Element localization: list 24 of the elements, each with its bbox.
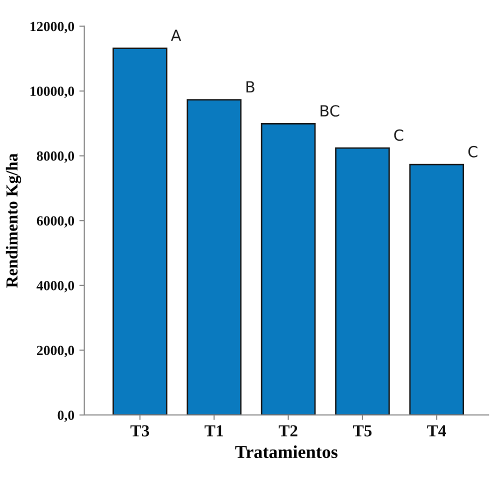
y-tick-label: 0,0	[58, 410, 74, 422]
y-tick-label: 8000,0	[36, 151, 74, 163]
x-axis-title: Tratamientos	[235, 445, 338, 458]
annotation: C	[468, 146, 478, 158]
bar	[112, 48, 168, 415]
x-tick-label: T5	[353, 425, 372, 436]
annotation: C	[394, 129, 404, 141]
x-tick-label: T4	[427, 425, 446, 436]
y-tick-label: 6000,0	[36, 216, 74, 228]
annotation: B	[246, 81, 254, 92]
y-tick-label: 2000,0	[36, 346, 74, 358]
x-tick-label: T2	[278, 425, 298, 436]
bar	[260, 123, 316, 415]
bar	[409, 164, 464, 415]
y-tick-label: 4000,0	[36, 280, 74, 292]
annotation: BC	[320, 105, 340, 117]
y-tick-label: 12000,0	[30, 22, 74, 34]
x-tick-label: T3	[130, 425, 150, 436]
y-axis-title: Rendimento Kg/ha	[6, 153, 22, 288]
annotation: A	[170, 30, 182, 41]
y-tick-label: 10000,0	[30, 86, 74, 98]
bar	[335, 147, 390, 415]
bar	[186, 99, 242, 415]
x-tick-label: T1	[204, 425, 223, 436]
